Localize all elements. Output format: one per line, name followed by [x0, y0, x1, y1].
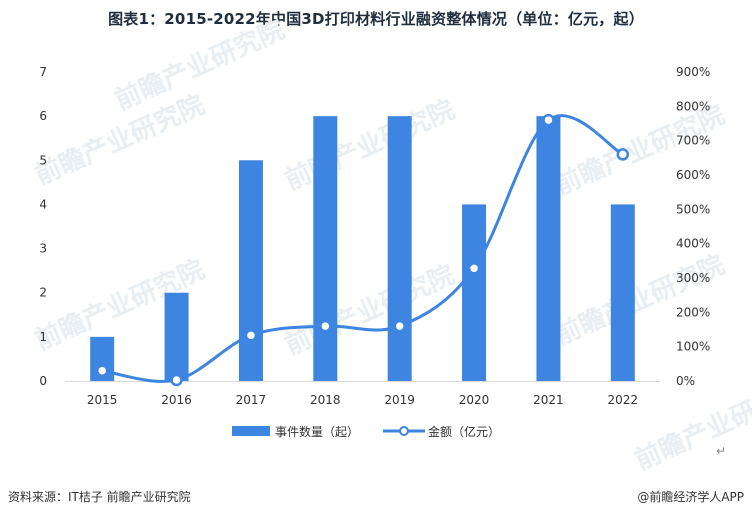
right-tick-label: 0%: [676, 374, 695, 388]
bar: [536, 116, 561, 382]
x-tick-label: 2020: [459, 393, 490, 407]
right-tick-label: 900%: [676, 65, 710, 79]
bar: [610, 204, 635, 381]
x-axis-ticks: 2015 2016 2017 2018 2019 2020 2021 2022: [87, 393, 638, 407]
line-point: [467, 262, 481, 275]
bar: [238, 160, 263, 381]
watermark-text: 前瞻产业研究院: [630, 374, 752, 476]
brand-note: @前瞻经济学人APP: [637, 490, 744, 504]
left-axis-ticks: 0 1 2 3 4 5 6 7: [39, 65, 47, 388]
left-tick-label: 1: [39, 330, 47, 344]
bar: [164, 292, 189, 381]
source-note: 资料来源：IT桔子 前瞻产业研究院: [8, 490, 191, 504]
watermark-text: 前瞻产业研究院: [280, 94, 459, 196]
watermark-text: 前瞻产业研究院: [550, 99, 729, 201]
right-tick-label: 100%: [676, 340, 710, 354]
line-point: [616, 148, 630, 161]
line-point: [244, 329, 258, 342]
left-tick-label: 4: [39, 197, 47, 211]
return-mark: ↵: [716, 444, 727, 458]
right-axis-ticks: 0% 100% 200% 300% 400% 500% 600% 700% 800% 900%: [676, 65, 710, 388]
line-point: [319, 319, 332, 333]
right-tick-label: 200%: [676, 305, 710, 319]
bar: [313, 116, 338, 382]
legend-line-marker: [399, 426, 409, 436]
watermark-text: 前瞻产业研究院: [550, 249, 729, 351]
left-tick-label: 3: [39, 242, 47, 256]
x-tick-label: 2018: [310, 393, 341, 407]
left-tick-label: 2: [39, 286, 47, 300]
line-point: [393, 319, 406, 333]
right-tick-label: 700%: [676, 134, 710, 148]
right-tick-label: 600%: [676, 168, 710, 182]
left-tick-label: 0: [39, 374, 47, 388]
legend: 事件数量（起） 金额（亿元）: [232, 424, 500, 439]
left-tick-label: 5: [39, 153, 47, 167]
bar: [462, 204, 487, 381]
line-points: [95, 113, 630, 387]
x-tick-label: 2016: [161, 393, 192, 407]
x-tick-label: 2017: [236, 393, 267, 407]
legend-bar-swatch: [232, 426, 270, 436]
line-point: [542, 113, 555, 127]
x-tick-label: 2019: [384, 393, 415, 407]
right-tick-label: 300%: [676, 271, 710, 285]
bar: [387, 116, 412, 382]
legend-line-label: 金额（亿元）: [428, 424, 500, 439]
chart-title: 图表1：2015-2022年中国3D打印材料行业融资整体情况（单位：亿元，起）: [108, 10, 644, 28]
x-tick-label: 2021: [533, 393, 564, 407]
left-tick-label: 6: [39, 109, 47, 123]
legend-bar-label: 事件数量（起）: [275, 424, 359, 439]
right-tick-label: 800%: [676, 99, 710, 113]
x-tick-label: 2015: [87, 393, 118, 407]
x-tick-label: 2022: [608, 393, 639, 407]
line-point: [170, 373, 183, 387]
right-tick-label: 500%: [676, 202, 710, 216]
line-point: [95, 364, 109, 377]
right-tick-label: 400%: [676, 237, 710, 251]
bar-series: [90, 116, 635, 382]
left-tick-label: 7: [39, 65, 47, 79]
